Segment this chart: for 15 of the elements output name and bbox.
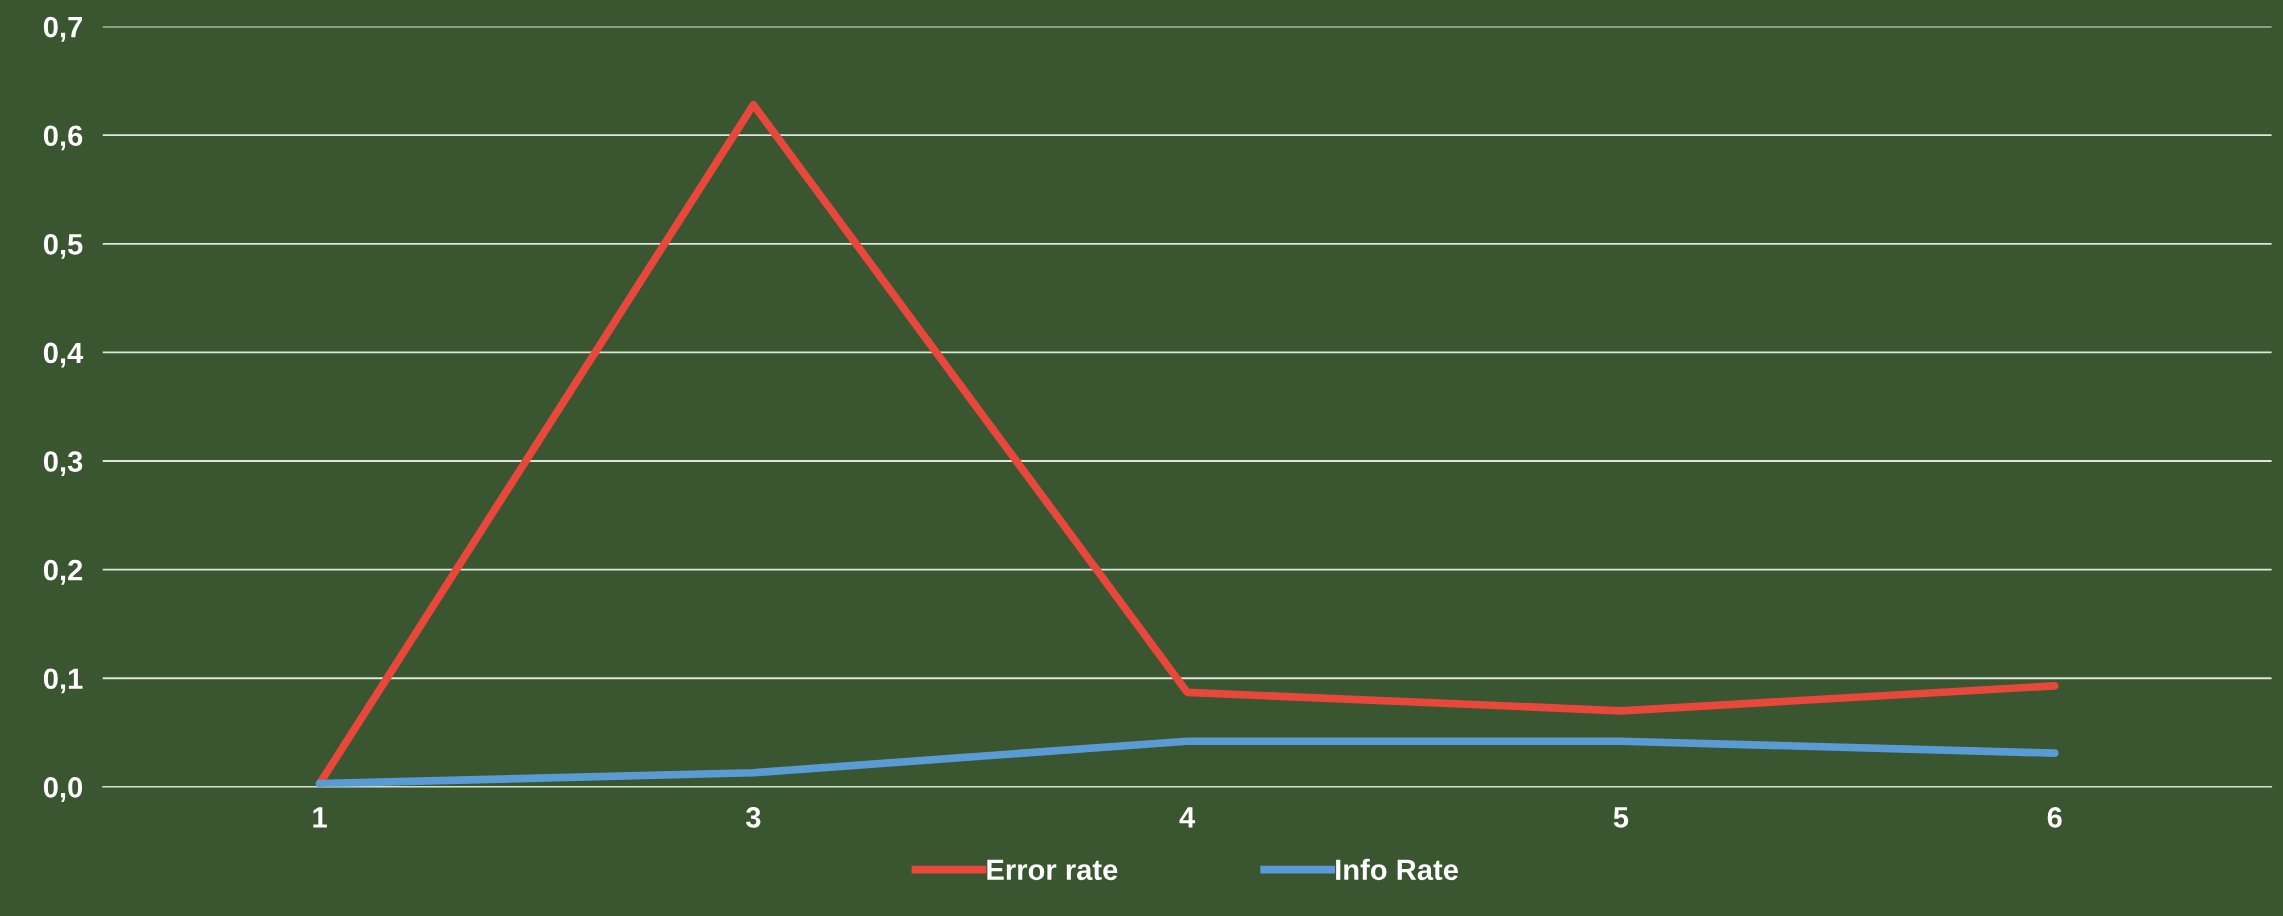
y-tick-label: 0,2: [43, 559, 83, 585]
y-tick-label: 0,7: [43, 16, 83, 42]
x-tick-label: 3: [745, 807, 761, 828]
y-tick-label: 0,4: [43, 342, 84, 368]
x-tick-label: 4: [1179, 807, 1196, 828]
y-tick-label: 0,3: [43, 451, 83, 477]
y-tick-label: 0,6: [43, 125, 83, 151]
x-tick-label: 6: [2047, 807, 2062, 828]
x-tick-label: 1: [313, 807, 327, 828]
y-tick-label: 0,0: [43, 777, 83, 802]
legend-label: Info Rate: [1336, 858, 1458, 881]
x-tick-label: 5: [1613, 807, 1629, 828]
y-tick-label: 0,1: [43, 668, 83, 694]
y-tick-label: 0,5: [43, 233, 83, 259]
legend-label: Error rate: [987, 859, 1118, 881]
